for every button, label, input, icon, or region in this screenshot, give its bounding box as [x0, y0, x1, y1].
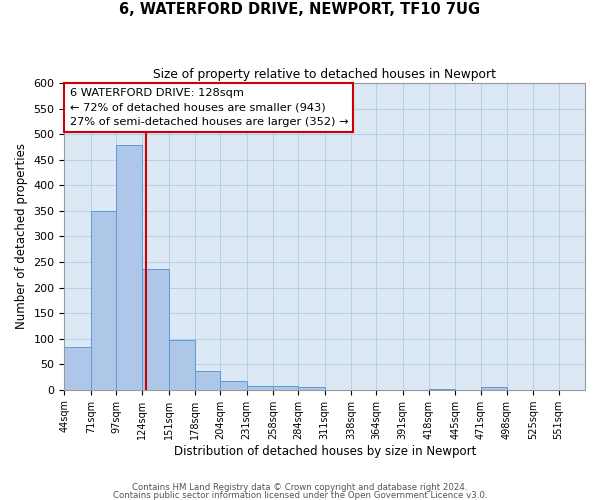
Bar: [64, 348, 91, 390]
Bar: [142, 268, 169, 390]
Bar: [169, 340, 195, 390]
Bar: [429, 388, 455, 390]
X-axis label: Distribution of detached houses by size in Newport: Distribution of detached houses by size …: [173, 444, 476, 458]
Bar: [91, 211, 116, 390]
Text: Contains HM Land Registry data © Crown copyright and database right 2024.: Contains HM Land Registry data © Crown c…: [132, 484, 468, 492]
Y-axis label: Number of detached properties: Number of detached properties: [15, 144, 28, 330]
Text: Contains public sector information licensed under the Open Government Licence v3: Contains public sector information licen…: [113, 490, 487, 500]
Text: 6 WATERFORD DRIVE: 128sqm
← 72% of detached houses are smaller (943)
27% of semi: 6 WATERFORD DRIVE: 128sqm ← 72% of detac…: [70, 88, 348, 128]
Bar: [220, 381, 247, 390]
Bar: [273, 386, 298, 390]
Text: 6, WATERFORD DRIVE, NEWPORT, TF10 7UG: 6, WATERFORD DRIVE, NEWPORT, TF10 7UG: [119, 2, 481, 18]
Bar: [116, 146, 142, 390]
Bar: [481, 387, 507, 390]
Bar: [298, 387, 325, 390]
Bar: [195, 372, 220, 390]
Bar: [247, 386, 273, 390]
Title: Size of property relative to detached houses in Newport: Size of property relative to detached ho…: [153, 68, 496, 80]
